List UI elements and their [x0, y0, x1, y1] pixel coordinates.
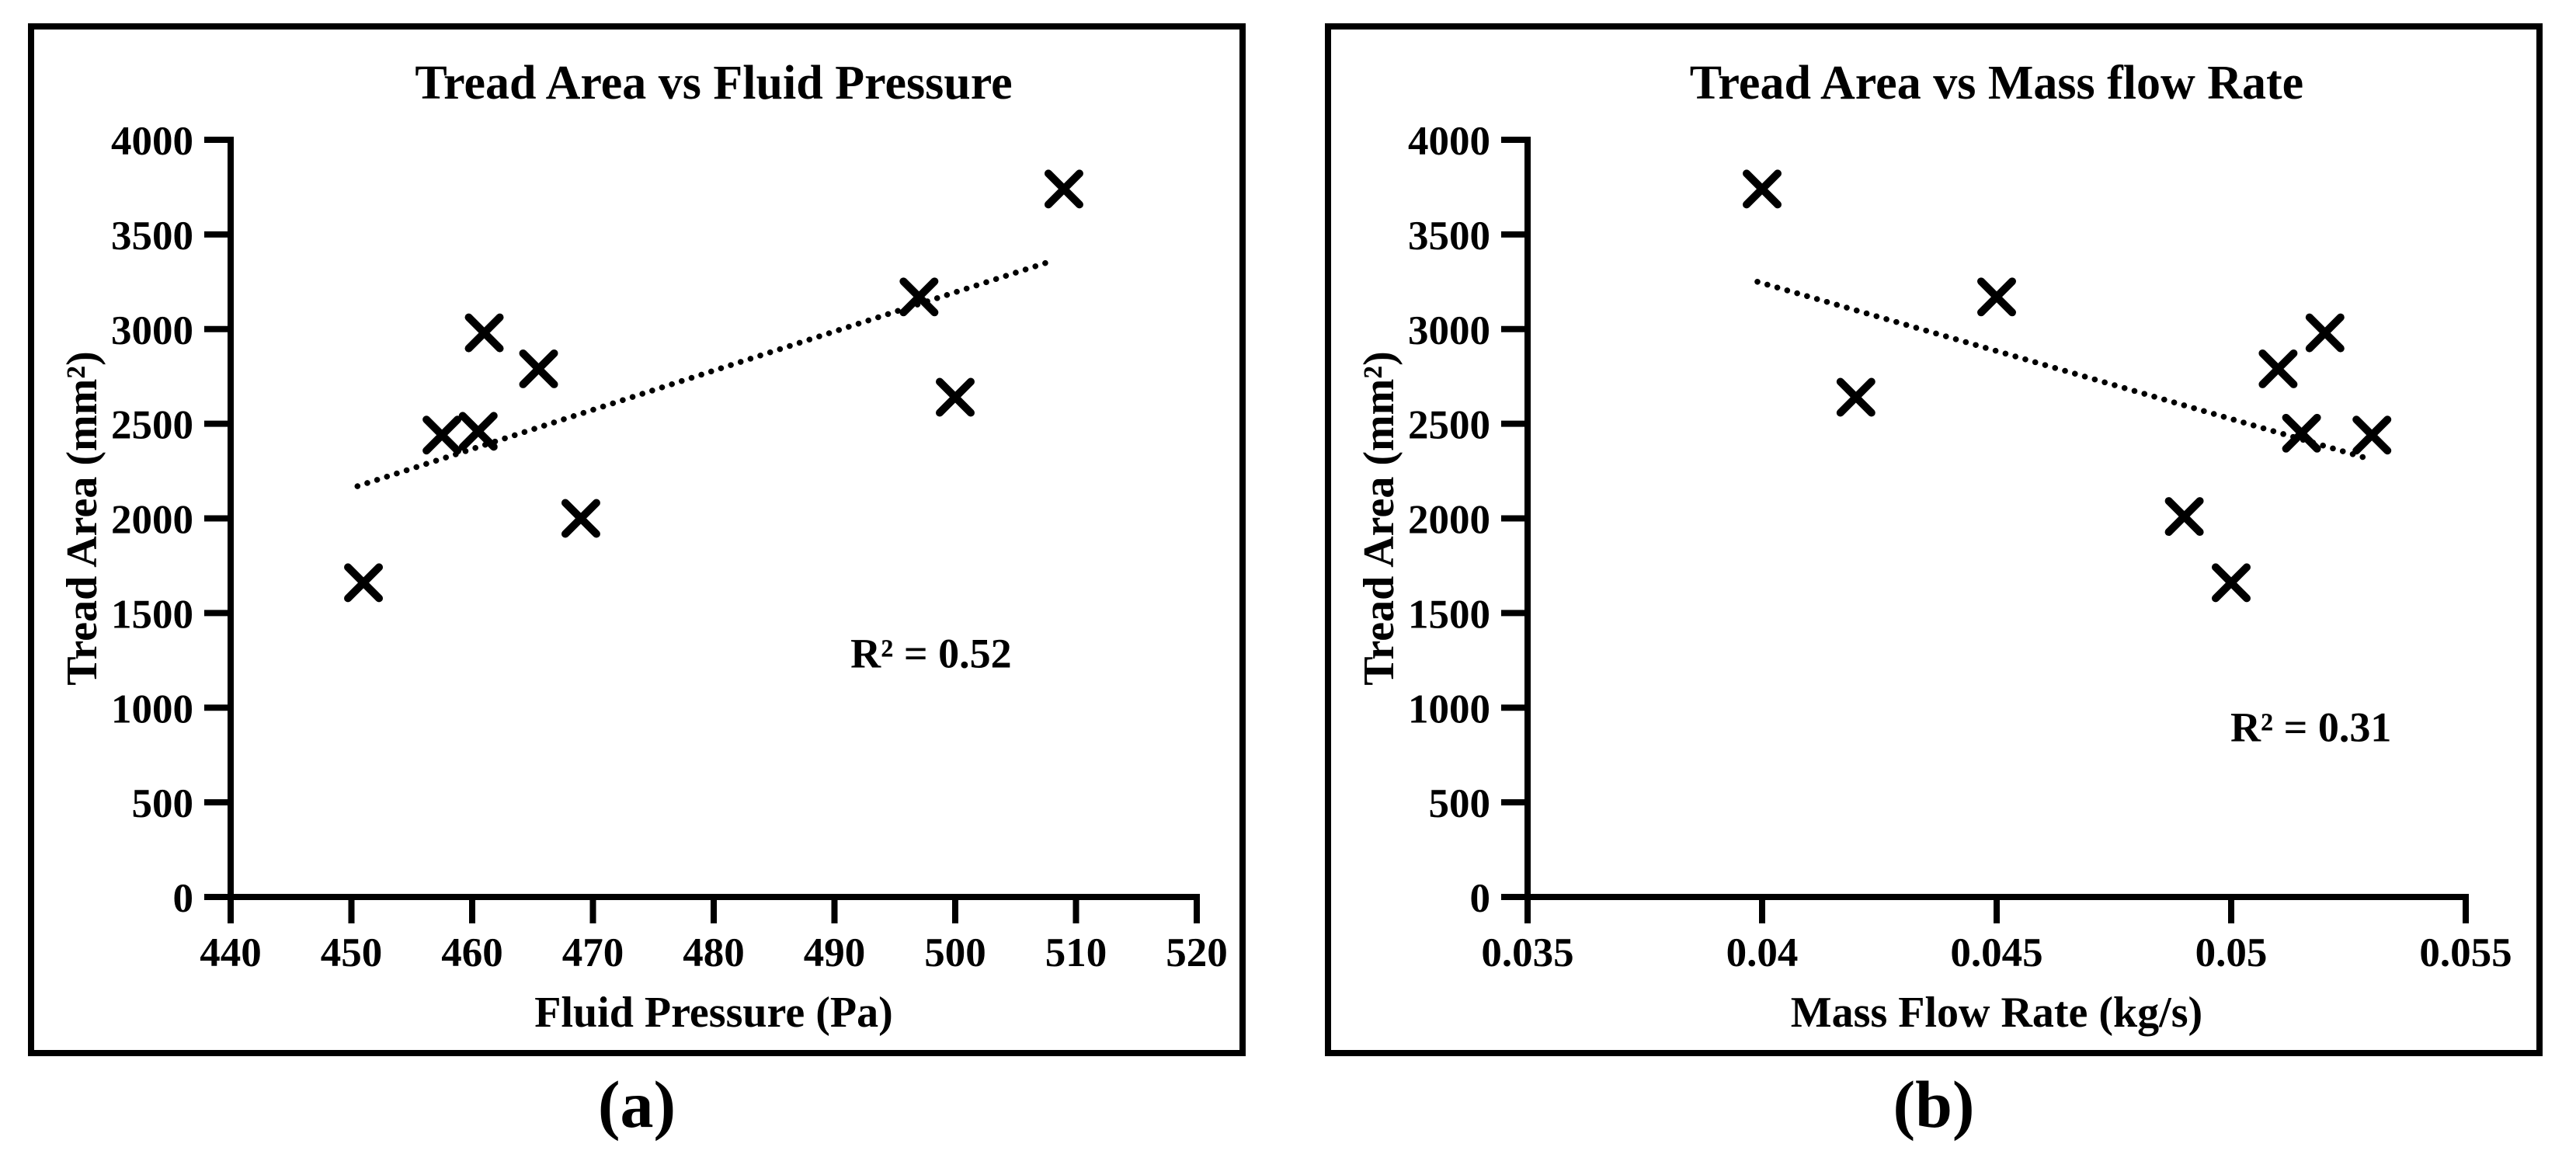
data-point-marker [2164, 497, 2204, 537]
x-marker-stroke [561, 499, 600, 538]
caption-b: (b) [1893, 1067, 1975, 1142]
x-marker-stroke [422, 415, 462, 455]
data-point-marker [519, 349, 558, 388]
data-point-marker [1836, 377, 1876, 417]
chart-title: Tread Area vs Mass flow Rate [1690, 57, 2303, 110]
data-point-marker [2282, 413, 2321, 453]
x-tick-label: 510 [1045, 930, 1107, 975]
chart-title: Tread Area vs Fluid Pressure [415, 57, 1012, 110]
x-marker-stroke [1044, 169, 1083, 209]
x-marker-stroke [1836, 377, 1876, 417]
x-marker-stroke [2305, 313, 2345, 353]
x-tick-label: 0.055 [2419, 930, 2512, 975]
x-marker-stroke [2282, 413, 2321, 453]
x-tick-label: 490 [804, 930, 866, 975]
data-point-marker [899, 277, 939, 317]
y-tick-label: 4000 [111, 119, 193, 164]
x-marker-stroke [936, 377, 975, 417]
x-marker-stroke [458, 412, 498, 451]
y-tick-label: 2500 [1408, 403, 1490, 448]
panel-border [1325, 23, 2543, 1056]
y-tick-label: 2000 [1408, 498, 1490, 543]
trendline [354, 258, 1055, 489]
y-tick-label: 3500 [1408, 214, 1490, 259]
data-point-marker [1743, 169, 1782, 209]
data-point-marker [2305, 313, 2345, 353]
x-tick-label: 470 [562, 930, 624, 975]
x-marker-stroke [519, 349, 558, 388]
x-axis-title: Fluid Pressure (Pa) [534, 989, 892, 1037]
data-point-marker [936, 377, 975, 417]
x-tick-label: 0.04 [1726, 930, 1799, 975]
r-squared-annotation: R² = 0.52 [850, 631, 1011, 677]
caption-a: (a) [597, 1067, 676, 1142]
y-tick-label: 4000 [1408, 119, 1490, 164]
x-tick-label: 450 [321, 930, 383, 975]
r-squared-annotation: R² = 0.31 [2230, 704, 2391, 751]
x-marker-stroke [2164, 497, 2204, 537]
x-axis-title: Mass Flow Rate (kg/s) [1791, 989, 2202, 1037]
data-point-marker [464, 313, 504, 353]
x-marker-stroke [1977, 277, 2016, 317]
data-point-marker [344, 563, 384, 603]
data-point-marker [422, 415, 462, 455]
y-tick-label: 0 [173, 876, 194, 921]
x-marker-stroke [2352, 415, 2392, 455]
x-tick-label: 460 [441, 930, 503, 975]
data-point-marker [2258, 349, 2298, 388]
y-tick-label: 3500 [111, 214, 193, 259]
y-tick-label: 3000 [1408, 308, 1490, 353]
x-marker-stroke [344, 563, 384, 603]
data-point-marker [561, 499, 600, 538]
y-tick-label: 1500 [111, 592, 193, 637]
chart-a: Tread Area vs Fluid Pressure 440 450 460 470… [28, 23, 1246, 1056]
x-marker-stroke [2212, 563, 2251, 603]
x-marker-stroke [464, 313, 504, 353]
x-tick-label: 440 [200, 930, 262, 975]
x-marker-stroke [2258, 349, 2298, 388]
y-axis-title: Tread Area (mm²) [58, 351, 106, 685]
y-tick-label: 1500 [1408, 592, 1490, 637]
y-tick-label: 1000 [1408, 687, 1490, 732]
x-tick-label: 520 [1166, 930, 1228, 975]
trendline [1754, 279, 2375, 463]
data-point-marker [2212, 563, 2251, 603]
y-axis-title: Tread Area (mm²) [1355, 351, 1403, 685]
x-tick-label: 480 [683, 930, 745, 975]
x-tick-label: 0.045 [1950, 930, 2042, 975]
y-tick-label: 500 [132, 781, 194, 826]
x-marker-stroke [899, 277, 939, 317]
data-point-marker [458, 412, 498, 451]
panel-border [28, 23, 1246, 1056]
y-tick-label: 500 [1429, 781, 1491, 826]
data-point-marker [1977, 277, 2016, 317]
x-marker-stroke [1743, 169, 1782, 209]
chart-b: Tread Area vs Mass flow Rate 0.035 0.04 0.0… [1325, 23, 2543, 1056]
y-tick-label: 1000 [111, 687, 193, 732]
x-tick-label: 0.05 [2195, 930, 2268, 975]
y-tick-label: 3000 [111, 308, 193, 353]
x-tick-label: 500 [924, 930, 986, 975]
y-tick-label: 2000 [111, 498, 193, 543]
x-tick-label: 0.035 [1481, 930, 1573, 975]
y-tick-label: 2500 [111, 403, 193, 448]
y-tick-label: 0 [1470, 876, 1491, 921]
data-point-marker [1044, 169, 1083, 209]
data-point-marker [2352, 415, 2392, 455]
